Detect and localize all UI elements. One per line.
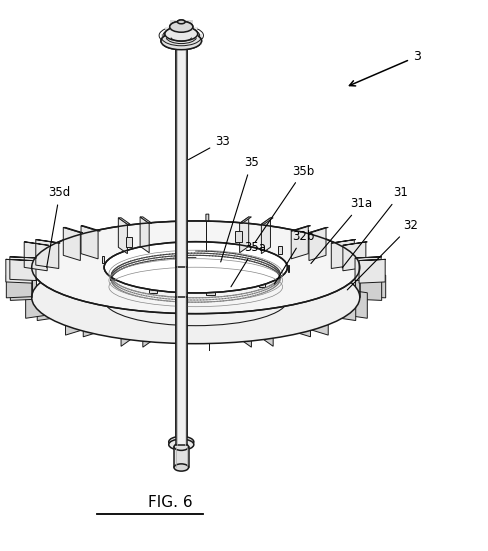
Polygon shape <box>143 311 152 347</box>
Polygon shape <box>63 228 81 261</box>
Polygon shape <box>176 41 186 445</box>
Polygon shape <box>240 217 251 223</box>
Ellipse shape <box>104 274 287 326</box>
Polygon shape <box>331 240 356 243</box>
Polygon shape <box>343 242 367 245</box>
Polygon shape <box>331 240 354 268</box>
Polygon shape <box>235 231 243 242</box>
Ellipse shape <box>165 27 198 41</box>
Polygon shape <box>24 242 47 271</box>
Polygon shape <box>169 442 194 445</box>
Polygon shape <box>170 20 193 27</box>
Polygon shape <box>206 283 215 295</box>
Polygon shape <box>355 257 381 280</box>
Text: 35a: 35a <box>231 241 266 287</box>
Polygon shape <box>291 226 308 259</box>
Polygon shape <box>177 228 185 239</box>
Ellipse shape <box>174 464 188 471</box>
Polygon shape <box>110 272 114 280</box>
Polygon shape <box>81 226 101 231</box>
Polygon shape <box>118 218 130 224</box>
Polygon shape <box>140 217 149 253</box>
Ellipse shape <box>161 32 202 50</box>
Ellipse shape <box>169 436 194 447</box>
Polygon shape <box>161 34 202 41</box>
Polygon shape <box>243 311 251 347</box>
Polygon shape <box>174 447 188 467</box>
Polygon shape <box>118 218 127 253</box>
Polygon shape <box>359 260 385 283</box>
Polygon shape <box>121 310 130 346</box>
Ellipse shape <box>170 21 193 32</box>
Polygon shape <box>311 302 328 335</box>
Polygon shape <box>37 291 60 321</box>
Polygon shape <box>6 274 33 298</box>
Polygon shape <box>65 302 82 335</box>
Polygon shape <box>293 304 310 337</box>
Polygon shape <box>176 298 186 445</box>
Polygon shape <box>10 277 37 300</box>
Ellipse shape <box>170 21 193 32</box>
Text: 35d: 35d <box>47 186 71 267</box>
Polygon shape <box>262 218 273 224</box>
Polygon shape <box>278 246 282 255</box>
Polygon shape <box>359 260 386 261</box>
Polygon shape <box>81 226 98 259</box>
Polygon shape <box>264 310 273 346</box>
Polygon shape <box>206 214 209 221</box>
Polygon shape <box>126 237 132 247</box>
Polygon shape <box>149 281 157 293</box>
Polygon shape <box>165 34 198 37</box>
Text: 35b: 35b <box>255 165 314 242</box>
Polygon shape <box>36 240 59 268</box>
Polygon shape <box>309 228 328 233</box>
Polygon shape <box>165 27 198 34</box>
Polygon shape <box>102 256 103 263</box>
Ellipse shape <box>178 20 185 24</box>
Polygon shape <box>161 41 202 45</box>
Text: 32b: 32b <box>274 230 315 284</box>
Text: 32: 32 <box>347 219 418 290</box>
Polygon shape <box>6 260 33 261</box>
Polygon shape <box>309 228 326 261</box>
Ellipse shape <box>165 27 198 41</box>
Text: 31a: 31a <box>311 197 372 263</box>
Polygon shape <box>291 226 310 231</box>
Text: 33: 33 <box>188 134 230 160</box>
Polygon shape <box>176 41 186 267</box>
Ellipse shape <box>161 32 202 50</box>
Polygon shape <box>356 277 382 300</box>
Ellipse shape <box>174 443 188 450</box>
Polygon shape <box>343 242 366 271</box>
Polygon shape <box>262 218 270 253</box>
Polygon shape <box>140 217 152 223</box>
Polygon shape <box>288 265 289 272</box>
Polygon shape <box>26 289 49 318</box>
Polygon shape <box>345 289 367 318</box>
Text: 35: 35 <box>221 156 259 262</box>
Polygon shape <box>10 257 37 258</box>
Ellipse shape <box>178 20 185 24</box>
Polygon shape <box>176 262 186 302</box>
Ellipse shape <box>32 221 360 314</box>
Polygon shape <box>259 277 265 288</box>
Ellipse shape <box>32 251 360 344</box>
Text: FIG. 6: FIG. 6 <box>147 495 192 510</box>
Text: 3: 3 <box>349 50 421 86</box>
Polygon shape <box>83 304 101 337</box>
Polygon shape <box>360 274 386 298</box>
Polygon shape <box>6 260 32 283</box>
Polygon shape <box>170 27 193 31</box>
Polygon shape <box>10 257 36 280</box>
Text: 31: 31 <box>342 186 408 268</box>
Polygon shape <box>24 242 49 245</box>
Polygon shape <box>63 228 82 233</box>
Ellipse shape <box>104 242 287 293</box>
Polygon shape <box>36 240 60 243</box>
Polygon shape <box>183 214 185 221</box>
Polygon shape <box>333 291 356 321</box>
Polygon shape <box>355 257 382 258</box>
Ellipse shape <box>169 439 194 450</box>
Polygon shape <box>240 217 249 253</box>
